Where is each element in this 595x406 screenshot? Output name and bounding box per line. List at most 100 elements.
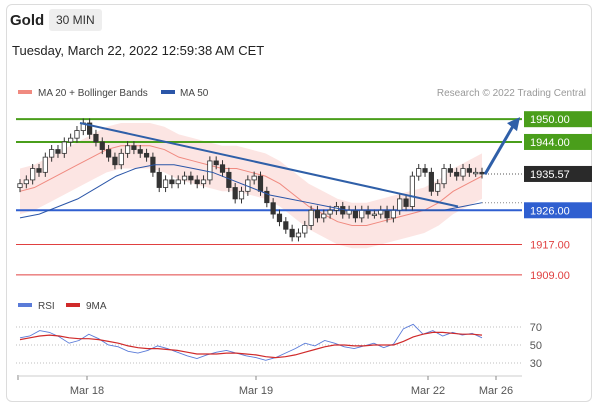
candle-body xyxy=(219,164,226,173)
x-tick-label-1: Mar 19 xyxy=(239,385,273,397)
credit-label: Research © 2022 Trading Central xyxy=(437,88,586,99)
candle-body xyxy=(137,149,143,154)
rsi-panel: 70 50 30 xyxy=(16,322,542,370)
candle-body xyxy=(346,209,352,215)
level-label-1950.00: 1950.00 xyxy=(530,114,570,126)
candle-body xyxy=(283,221,289,230)
bollinger-legend-swatch xyxy=(18,90,32,94)
candle-body xyxy=(359,209,365,219)
candle-body xyxy=(447,168,453,173)
candle-body xyxy=(74,130,80,139)
candle-body xyxy=(23,179,29,185)
candle-body xyxy=(435,183,441,192)
x-tick-label-0: Mar 18 xyxy=(70,385,104,397)
candle-body xyxy=(441,168,447,185)
candle-body xyxy=(200,179,207,185)
ma9-legend-swatch xyxy=(66,303,80,307)
candle-body xyxy=(232,187,238,200)
candle-body xyxy=(93,133,99,143)
candle-body xyxy=(409,175,415,207)
bollinger-legend-label: MA 20 + Bollinger Bands xyxy=(38,88,148,99)
candle-body xyxy=(466,168,472,173)
level-label-1917.00: 1917.00 xyxy=(530,239,570,251)
candle-body xyxy=(422,168,428,173)
candle-body xyxy=(270,202,276,215)
level-tag-1944.00 xyxy=(524,133,592,150)
candle-body xyxy=(302,225,308,234)
candle-body xyxy=(403,198,409,207)
level-label-1909.00: 1909.00 xyxy=(530,270,570,282)
candle-body xyxy=(289,228,295,238)
candle-body xyxy=(99,141,105,150)
candle-body xyxy=(194,179,200,185)
candle-body xyxy=(112,156,118,166)
bollinger-fill xyxy=(20,122,482,249)
candle-body xyxy=(17,183,23,188)
candle-body xyxy=(143,152,150,158)
forecast-arrow-head xyxy=(507,117,520,132)
level-label-1926.00: 1926.00 xyxy=(530,205,570,217)
candle-body xyxy=(175,179,181,185)
rsi-legend-label: RSI xyxy=(38,301,55,312)
timestamp: Tuesday, March 22, 2022 12:59:38 AM CET xyxy=(12,43,265,58)
candle-body xyxy=(49,149,55,158)
candle-body xyxy=(68,137,74,143)
current-price-tag xyxy=(524,165,592,182)
ma50-line xyxy=(19,164,483,219)
candle-body xyxy=(251,175,257,181)
current-price-label: 1935.57 xyxy=(530,169,570,181)
x-tick-label-3: Mar 26 xyxy=(479,385,513,397)
timeframe-badge[interactable]: 30 MIN xyxy=(49,9,102,31)
level-tag-1926.00 xyxy=(524,202,592,219)
rsi-line xyxy=(19,323,483,361)
rsi-legend-swatch xyxy=(18,303,32,307)
candle-body xyxy=(371,213,378,216)
candle-body xyxy=(384,209,390,219)
candle-body xyxy=(276,213,283,223)
candle-body xyxy=(460,168,466,177)
ma50-legend-label: MA 50 xyxy=(180,88,209,99)
candle-body xyxy=(188,175,194,181)
candle-body xyxy=(36,168,42,173)
candle-body xyxy=(87,122,93,135)
candle-body xyxy=(365,209,371,215)
candle-body xyxy=(238,190,245,200)
level-label-1944.00: 1944.00 xyxy=(530,137,570,149)
candle-body xyxy=(213,160,219,166)
x-tick-label-2: Mar 22 xyxy=(411,385,445,397)
candle-body xyxy=(207,160,213,181)
candle-body xyxy=(295,232,302,238)
candle-body xyxy=(416,168,422,177)
ma20-line xyxy=(19,145,483,226)
candle-body xyxy=(30,168,36,181)
candle-body xyxy=(162,179,169,188)
candle-body xyxy=(124,145,131,154)
instrument-title: Gold xyxy=(10,12,45,29)
candle-body xyxy=(340,206,346,215)
candle-body xyxy=(131,145,137,150)
candle-body xyxy=(156,171,162,188)
candle-body xyxy=(390,209,396,219)
overlays: 1935.57 xyxy=(19,117,592,219)
x-axis: Mar 18 Mar 19 Mar 22 Mar 26 xyxy=(17,375,522,397)
trendline xyxy=(79,122,459,208)
candle-body xyxy=(181,175,188,181)
candle-body xyxy=(321,213,327,219)
forecast-arrow-shaft xyxy=(483,125,515,175)
rsi-tick-70: 70 xyxy=(530,322,542,334)
candle-body xyxy=(454,171,460,177)
candle-body xyxy=(327,209,333,215)
candle-body xyxy=(169,179,175,185)
candle-body xyxy=(428,171,434,192)
candle-body xyxy=(257,175,264,192)
candle-body xyxy=(378,209,384,215)
rsi-ma9-line xyxy=(19,331,483,359)
candle-body xyxy=(352,209,359,219)
candle-body xyxy=(314,209,321,219)
candle-body xyxy=(61,141,67,154)
candle-body xyxy=(308,209,314,226)
candle-body xyxy=(118,152,124,166)
candle-body xyxy=(397,198,403,211)
candles xyxy=(17,118,485,242)
